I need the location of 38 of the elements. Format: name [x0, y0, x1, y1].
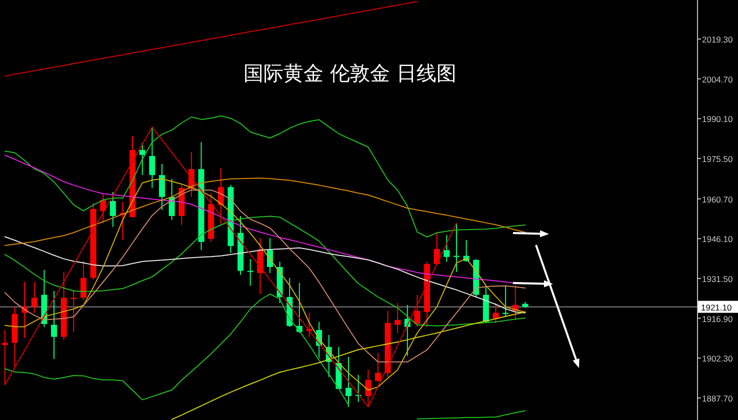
y-tick-label: 1916.90 — [702, 314, 733, 324]
candlestick — [70, 289, 77, 332]
candlestick — [31, 282, 38, 314]
y-tick-label: 1960.70 — [702, 194, 733, 204]
candlestick — [247, 258, 254, 286]
ref-line-label: 1921.10 — [701, 302, 732, 312]
candlestick — [2, 330, 8, 386]
candlestick — [257, 238, 264, 294]
text: 国际黄金 伦敦金 日线图 — [244, 61, 456, 85]
y-tick-label: 2019.30 — [702, 34, 733, 44]
y-tick-label: 1931.50 — [702, 274, 733, 284]
candlestick — [414, 294, 420, 328]
candlestick — [158, 163, 165, 210]
y-tick-label: 1902.30 — [702, 354, 733, 364]
candlestick — [374, 352, 381, 382]
line-series — [4, 115, 526, 238]
candlestick — [139, 142, 146, 176]
candlestick — [110, 192, 116, 228]
candlestick — [453, 222, 460, 272]
line-series — [4, 126, 457, 408]
y-tick-label: 1946.10 — [702, 234, 733, 244]
candlestick — [266, 238, 273, 274]
candlestick — [365, 369, 372, 408]
candlestick — [444, 234, 450, 262]
candlestick — [394, 302, 401, 334]
line-series — [4, 216, 526, 326]
candlestick — [149, 126, 156, 188]
candlestick — [434, 232, 440, 266]
candlestick — [50, 290, 57, 360]
y-tick-label: 1975.50 — [702, 154, 733, 164]
line-series — [4, 236, 526, 314]
candlestick — [346, 356, 352, 408]
candlestick — [502, 285, 509, 318]
y-tick-label: 2004.70 — [702, 74, 733, 84]
y-tick-label: 1990.10 — [702, 114, 733, 124]
candlestick — [80, 260, 86, 300]
y-tick-label: 1887.70 — [702, 393, 733, 404]
line-series — [171, 312, 526, 420]
